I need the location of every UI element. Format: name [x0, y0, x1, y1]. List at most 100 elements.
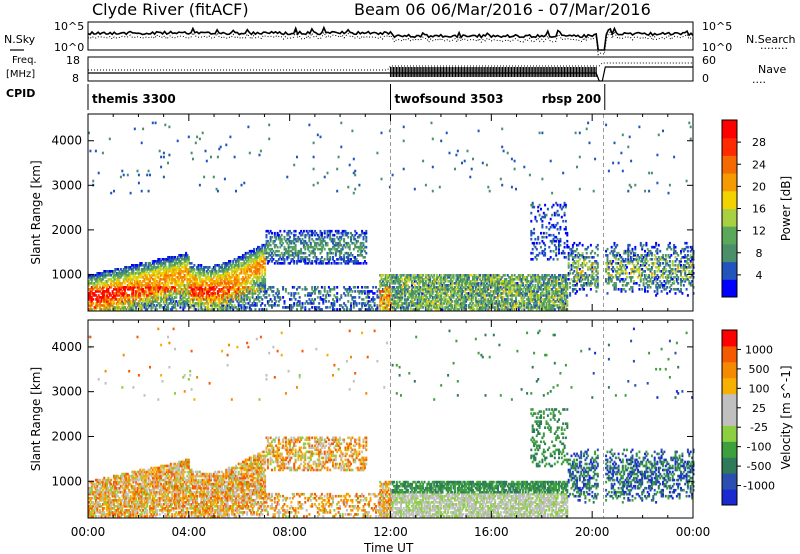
heatmap-cell — [499, 177, 502, 181]
heatmap-cell — [454, 288, 456, 291]
heatmap-cell — [336, 258, 339, 261]
heatmap-cell — [333, 308, 336, 311]
heatmap-cell — [222, 270, 225, 273]
heatmap-cell — [197, 308, 200, 311]
heatmap-cell — [100, 308, 103, 311]
heatmap-cell — [226, 268, 229, 271]
heatmap-cell — [290, 239, 293, 243]
heatmap-cell — [178, 278, 181, 281]
heatmap-cell — [441, 308, 444, 311]
heatmap-cell — [162, 274, 165, 277]
heatmap-cell — [442, 286, 445, 289]
heatmap-cell — [354, 302, 357, 305]
heatmap-cell — [121, 300, 124, 303]
heatmap-cell — [479, 306, 481, 309]
heatmap-cell — [197, 292, 200, 295]
heatmap-cell — [251, 260, 254, 263]
heatmap-cell — [415, 306, 418, 309]
heatmap-cell — [502, 302, 505, 305]
heatmap-cell — [426, 308, 429, 311]
heatmap-cell — [258, 260, 261, 263]
heatmap-cell — [147, 286, 150, 289]
heatmap-cell — [357, 290, 359, 293]
heatmap-cell — [438, 276, 441, 279]
heatmap-cell — [506, 286, 509, 289]
heatmap-cell — [160, 266, 163, 269]
heatmap-cell — [235, 290, 237, 293]
heatmap-cell — [412, 292, 415, 295]
heatmap-cell — [427, 276, 430, 279]
heatmap-cell — [527, 302, 530, 305]
heatmap-cell — [535, 304, 538, 307]
heatmap-cell — [237, 276, 240, 279]
heatmap-cell — [243, 272, 246, 275]
heatmap-cell — [118, 306, 121, 309]
heatmap-cell — [259, 296, 262, 299]
heatmap-cell — [401, 274, 404, 277]
heatmap-cell — [107, 300, 110, 303]
heatmap-cell — [271, 300, 273, 303]
heatmap-cell — [380, 294, 383, 297]
heatmap-cell — [490, 276, 493, 279]
heatmap-cell — [379, 298, 382, 301]
heatmap-cell — [223, 296, 226, 299]
heatmap-cell — [186, 270, 189, 273]
heatmap-cell — [94, 308, 97, 311]
heatmap-cell — [151, 266, 154, 269]
heatmap-cell — [215, 302, 218, 305]
heatmap-cell — [150, 274, 153, 277]
heatmap-cell — [523, 276, 526, 279]
heatmap-cell — [332, 241, 334, 245]
heatmap-cell — [461, 294, 463, 297]
heatmap-cell — [241, 262, 244, 265]
heatmap-cell — [305, 233, 308, 237]
heatmap-cell — [203, 288, 206, 291]
heatmap-cell — [266, 262, 269, 265]
heatmap-cell — [255, 260, 258, 263]
heatmap-cell — [208, 286, 211, 289]
heatmap-cell — [110, 300, 113, 303]
heatmap-cell — [228, 290, 230, 293]
heatmap-cell — [104, 272, 107, 275]
heatmap-cell — [330, 239, 333, 243]
heatmap-cell — [449, 280, 452, 283]
heatmap-cell — [286, 258, 289, 261]
heatmap-cell — [143, 290, 146, 293]
heatmap-cell — [487, 278, 490, 281]
heatmap-cell — [438, 274, 441, 277]
heatmap-cell — [492, 284, 495, 287]
heatmap-cell — [411, 298, 413, 301]
heatmap-cell — [160, 296, 163, 299]
heatmap-cell — [140, 288, 143, 291]
heatmap-cell — [97, 272, 100, 275]
heatmap-cell — [115, 272, 118, 275]
heatmap-cell — [442, 284, 445, 287]
heatmap-cell — [223, 300, 226, 303]
heatmap-cell — [332, 304, 334, 307]
heatmap-cell — [404, 280, 407, 283]
heatmap-cell — [276, 231, 279, 235]
heatmap-cell — [111, 304, 114, 307]
heatmap-cell — [472, 278, 474, 281]
heatmap-cell — [254, 262, 257, 265]
heatmap-cell — [103, 272, 106, 275]
heatmap-cell — [365, 235, 368, 239]
heatmap-cell — [426, 288, 429, 291]
heatmap-cell — [497, 298, 499, 301]
heatmap-cell — [150, 266, 153, 269]
heatmap-cell — [394, 300, 397, 303]
heatmap-cell — [254, 276, 257, 279]
heatmap-cell — [492, 296, 495, 299]
heatmap-cell — [422, 286, 425, 289]
heatmap-cell — [182, 294, 185, 297]
heatmap-cell — [111, 300, 114, 303]
heatmap-cell — [230, 264, 233, 267]
heatmap-cell — [533, 231, 536, 235]
heatmap-cell — [459, 294, 462, 297]
heatmap-cell — [180, 266, 183, 269]
heatmap-cell — [515, 296, 517, 299]
heatmap-cell — [304, 260, 307, 263]
heatmap-cell — [126, 270, 129, 273]
heatmap-cell — [355, 262, 358, 265]
heatmap-cell — [250, 286, 253, 289]
